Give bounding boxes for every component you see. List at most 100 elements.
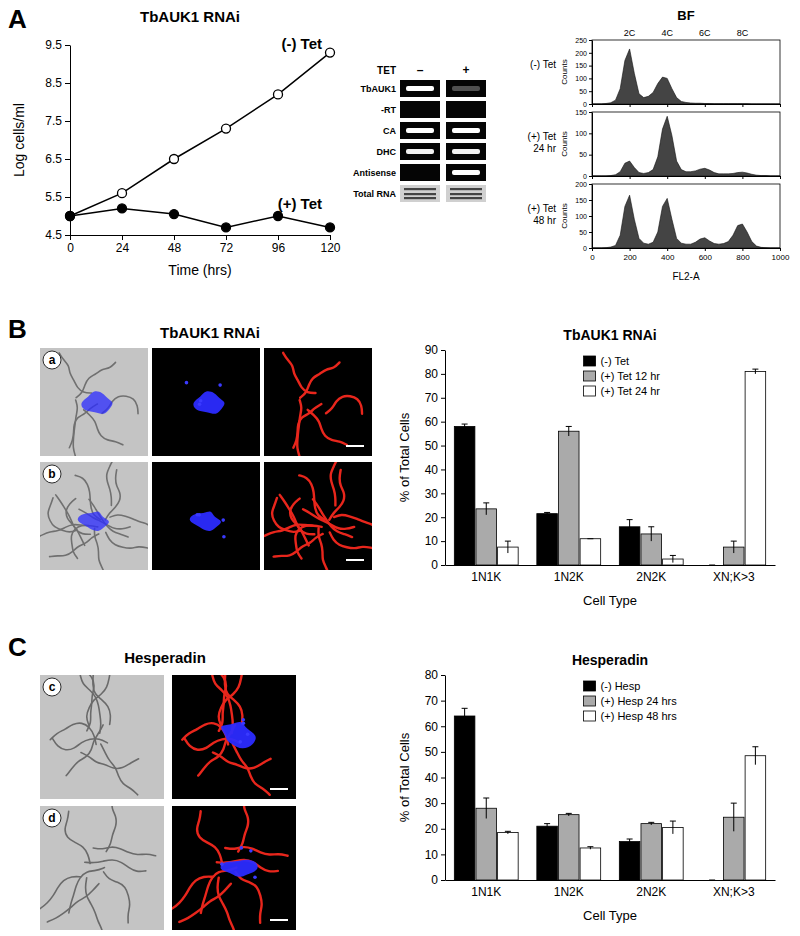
error-bar bbox=[648, 822, 654, 825]
tick: 800 bbox=[736, 248, 750, 262]
tick: 1N2K bbox=[554, 570, 584, 584]
tick bbox=[742, 104, 743, 107]
tick bbox=[742, 176, 743, 179]
tick: 4.5 bbox=[45, 228, 70, 242]
lane-label: + bbox=[462, 63, 469, 77]
error-bar bbox=[462, 424, 468, 429]
gel-lane bbox=[446, 101, 486, 118]
axis: 024487296120 bbox=[67, 235, 341, 255]
panel-letter: A bbox=[8, 4, 27, 34]
axis-title: Counts bbox=[560, 59, 569, 84]
axis-line bbox=[445, 351, 446, 566]
kinetoplast bbox=[242, 718, 246, 722]
legend: (-) Hesp(+) Hesp 24 hrs(+) Hesp 48 hrs bbox=[584, 680, 678, 722]
tick-label: 24 bbox=[116, 241, 130, 255]
cell-outline bbox=[86, 675, 94, 731]
tick: 1N2K bbox=[554, 885, 584, 899]
tick-mark bbox=[441, 565, 445, 566]
kinetoplast bbox=[242, 721, 246, 725]
bar-chart: 010203040506070801N1K1N2K2N2KXN;K>3Hespe… bbox=[397, 652, 776, 923]
tick-label: 30 bbox=[425, 487, 439, 501]
cell-outline bbox=[283, 353, 315, 393]
gel-lane bbox=[400, 143, 440, 160]
image-label: a bbox=[43, 351, 61, 369]
tick-label: 0 bbox=[431, 873, 438, 887]
axis-title: Log cells/ml bbox=[11, 103, 27, 177]
cell-outline bbox=[308, 410, 347, 445]
tick: 1N1K bbox=[471, 570, 501, 584]
tick-label: 0 bbox=[431, 558, 438, 572]
tick-mark bbox=[441, 469, 445, 470]
cell-outline bbox=[238, 806, 248, 852]
micrograph bbox=[40, 675, 164, 799]
legend-entry: (+) Hesp 24 hrs bbox=[601, 695, 678, 707]
micrograph bbox=[172, 675, 296, 799]
legend-swatch bbox=[584, 711, 596, 721]
axis-title: Time (hrs) bbox=[168, 262, 231, 278]
tick-mark bbox=[441, 350, 445, 351]
kinetoplast bbox=[240, 846, 244, 850]
tick-mark bbox=[174, 235, 175, 240]
gel-band bbox=[452, 170, 480, 175]
tick-mark bbox=[589, 176, 592, 177]
error-bar bbox=[709, 880, 715, 881]
tick: 50 bbox=[425, 439, 445, 453]
tick-mark bbox=[589, 91, 592, 92]
axis-title: Cell Type bbox=[583, 593, 637, 608]
tick-mark bbox=[278, 235, 279, 240]
tick: 250 bbox=[575, 37, 592, 44]
bar bbox=[558, 431, 579, 565]
tick-label: 0 bbox=[583, 101, 587, 108]
dna-stain bbox=[78, 512, 109, 531]
tick: 150 bbox=[575, 109, 592, 116]
marker bbox=[274, 212, 283, 221]
axis-title: % of Total Cells bbox=[397, 412, 412, 502]
tick-label: 50 bbox=[425, 745, 439, 759]
error-bar bbox=[544, 512, 550, 514]
tick-label: 100 bbox=[575, 75, 587, 82]
gel-band bbox=[450, 188, 482, 190]
tick: 200 bbox=[575, 181, 592, 188]
tick-label: 0 bbox=[590, 253, 595, 262]
series-label: (-) Tet bbox=[281, 35, 322, 52]
label-badge bbox=[43, 351, 61, 369]
tick-label: 120 bbox=[320, 241, 340, 255]
tick-mark bbox=[65, 121, 70, 122]
tick-label: XN;K>3 bbox=[713, 885, 755, 899]
tick-mark bbox=[589, 53, 592, 54]
tick-mark bbox=[441, 374, 445, 375]
figure: ABC0244872961204.55.56.57.58.59.5(-) Tet… bbox=[0, 0, 800, 936]
legend-swatch bbox=[584, 371, 596, 381]
tick-mark bbox=[65, 159, 70, 160]
tick: 150 bbox=[575, 197, 592, 204]
tick: 80 bbox=[425, 668, 445, 682]
micrograph bbox=[172, 806, 296, 930]
bar bbox=[537, 514, 558, 565]
cell-outline bbox=[86, 878, 104, 930]
tick-label: 40 bbox=[425, 463, 439, 477]
axis-title: FL2-A bbox=[672, 271, 700, 282]
gel-lane bbox=[446, 122, 486, 139]
panel-title: Hesperadin bbox=[124, 649, 206, 666]
marker bbox=[274, 90, 283, 99]
gel-row-label: DHC bbox=[377, 147, 397, 157]
cell-outline bbox=[48, 498, 77, 532]
cell-outline bbox=[104, 872, 130, 923]
tick-mark bbox=[65, 45, 70, 46]
error-bar bbox=[752, 747, 758, 765]
error-bar bbox=[670, 821, 676, 834]
tick-label: 100 bbox=[575, 213, 587, 220]
chart-title: TbAUK1 RNAi bbox=[563, 327, 656, 343]
tick-mark bbox=[589, 232, 592, 233]
tick-mark bbox=[705, 248, 706, 251]
axis: 02004006008001000 bbox=[590, 248, 790, 262]
kinetoplast bbox=[185, 381, 189, 385]
marker bbox=[118, 189, 127, 198]
axis bbox=[593, 104, 781, 107]
tick: 2N2K bbox=[636, 885, 666, 899]
tick-mark bbox=[667, 248, 668, 251]
kinetoplast bbox=[249, 849, 253, 853]
gel-lane bbox=[446, 164, 486, 181]
gel-lane bbox=[400, 122, 440, 139]
marker bbox=[326, 48, 335, 57]
